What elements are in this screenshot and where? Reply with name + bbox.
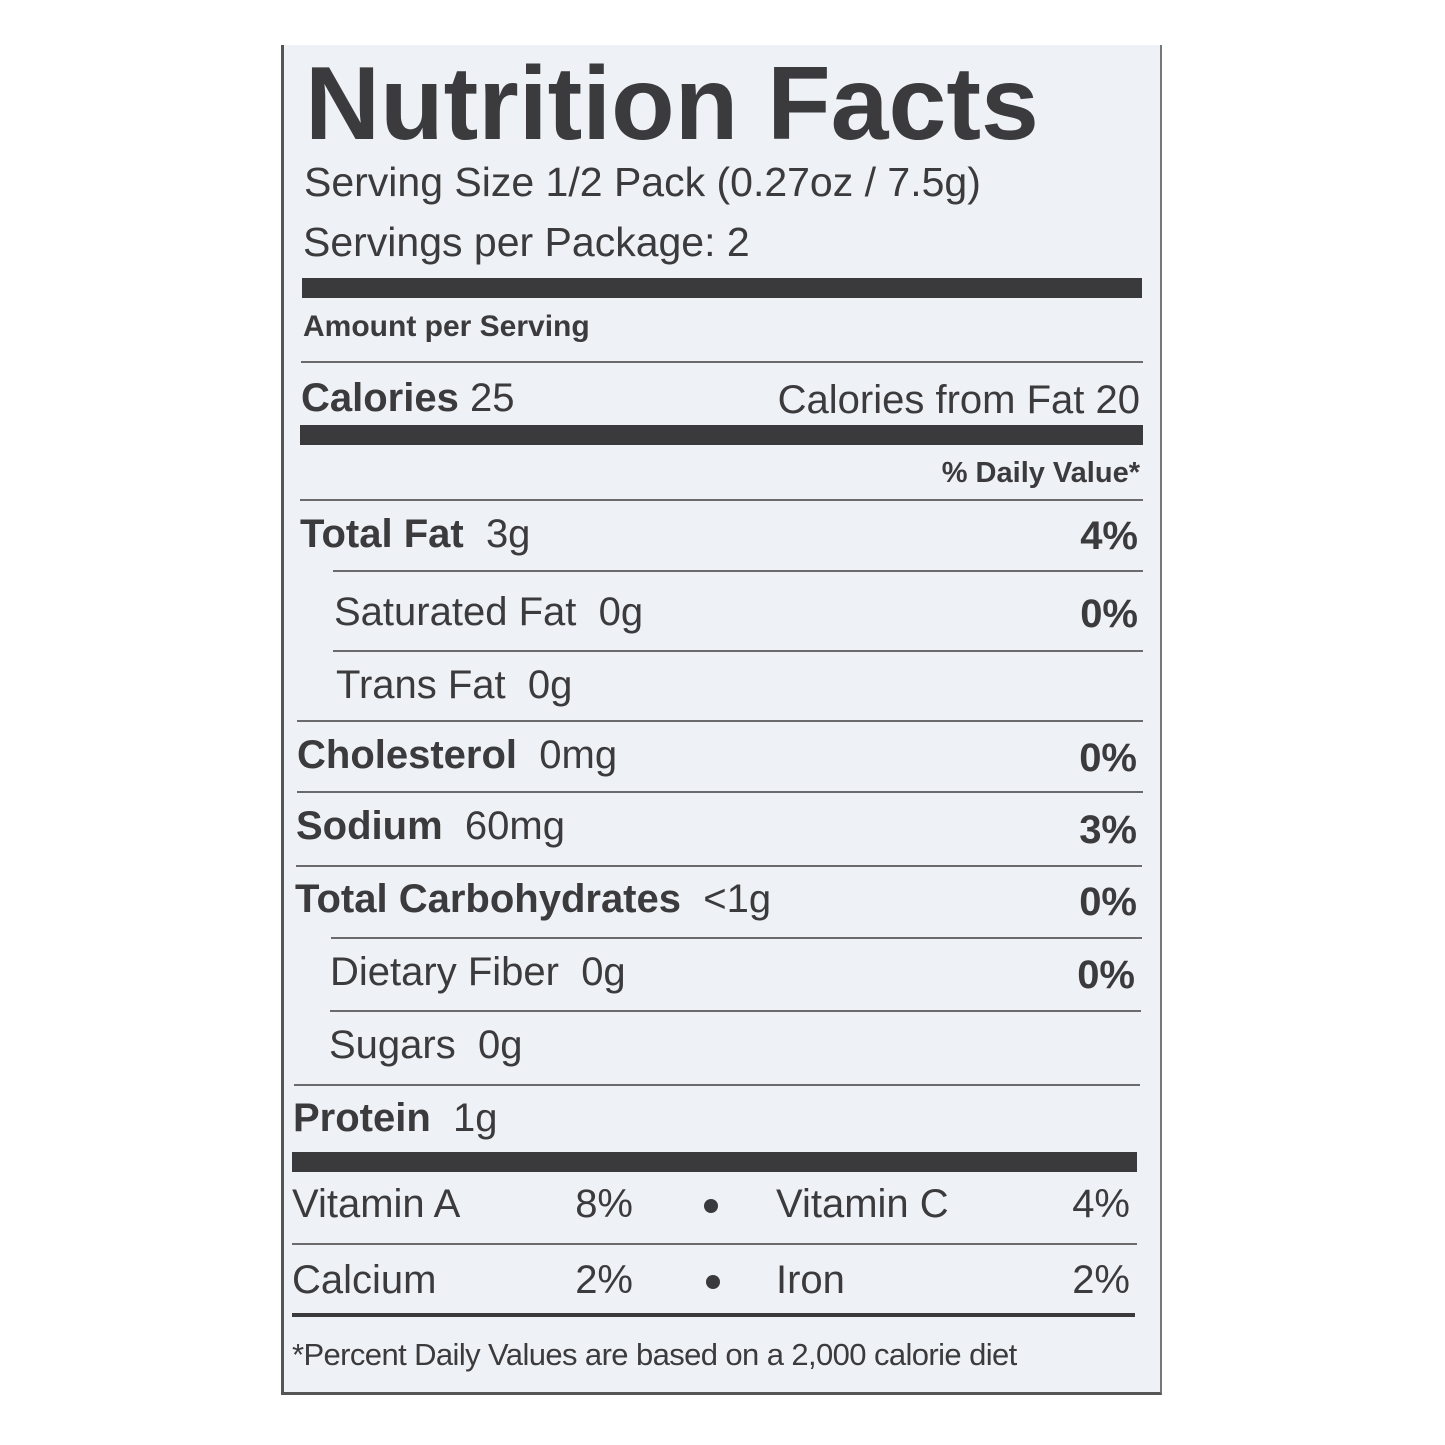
divider [297, 720, 1143, 722]
nutrient-label: Dietary Fiber [330, 950, 559, 994]
nutrient-amount: 60mg [464, 804, 565, 848]
amount-per-serving: Amount per Serving [303, 310, 590, 343]
nutrient-dv: 3% [1079, 808, 1137, 852]
vitamin-dv: 8% [575, 1182, 633, 1226]
nutrient-row: Sugars 0g [329, 1025, 522, 1065]
nutrient-label: Total Carbohydrates [295, 877, 681, 921]
nutrient-amount: 0g [598, 590, 644, 634]
divider [330, 1010, 1141, 1012]
nutrient-amount: 3g [485, 512, 531, 556]
label-title: Nutrition Facts [305, 46, 1039, 162]
servings-per-package: Servings per Package: 2 [303, 219, 750, 265]
nutrient-amount: 0mg [539, 733, 618, 777]
divider [297, 791, 1143, 793]
vitamin-label: Calcium [292, 1258, 437, 1302]
nutrient-dv: 0% [1079, 880, 1137, 924]
vitamin-dv: 2% [575, 1258, 633, 1302]
nutrient-label: Cholesterol [297, 733, 518, 777]
nutrient-row: Total Carbohydrates <1g [295, 879, 771, 919]
divider [294, 1084, 1140, 1086]
nutrient-amount: 0g [581, 950, 626, 994]
nutrient-amount: <1g [703, 877, 772, 921]
nutrient-dv: 0% [1080, 592, 1138, 636]
vitamin-label: Vitamin C [776, 1182, 949, 1226]
divider [300, 499, 1143, 501]
nutrient-row: Sodium 60mg [296, 806, 565, 846]
nutrient-dv: 0% [1077, 953, 1135, 997]
thick-divider [292, 1152, 1137, 1172]
vitamin-label: Iron [776, 1258, 845, 1302]
nutrient-label: Saturated Fat [334, 590, 577, 634]
nutrient-row: Dietary Fiber 0g [330, 952, 626, 992]
nutrient-label: Protein [293, 1096, 431, 1140]
nutrient-label: Sugars [329, 1023, 456, 1067]
divider [333, 650, 1143, 652]
vitamin-label: Vitamin A [292, 1182, 461, 1226]
divider [292, 1243, 1137, 1245]
divider [331, 937, 1142, 939]
calories-from-fat: Calories from Fat 20 [777, 378, 1140, 422]
divider [301, 361, 1143, 363]
nutrient-dv: 4% [1080, 514, 1138, 558]
nutrient-label: Sodium [296, 804, 443, 848]
nutrient-amount: 1g [453, 1096, 498, 1140]
bullet-icon [704, 1199, 718, 1213]
nutrient-label: Total Fat [300, 512, 464, 556]
bullet-icon [706, 1275, 720, 1289]
vitamin-dv: 4% [1072, 1182, 1130, 1226]
daily-value-header: % Daily Value* [941, 457, 1140, 489]
calories-label: Calories [301, 376, 459, 420]
nutrient-row: Saturated Fat 0g [334, 592, 643, 632]
calories-row: Calories 25 [301, 378, 514, 418]
nutrient-dv: 0% [1079, 736, 1137, 780]
divider [333, 570, 1143, 572]
nutrient-label: Trans Fat [336, 663, 506, 707]
nutrient-row: Total Fat 3g [300, 514, 530, 554]
serving-size: Serving Size 1/2 Pack (0.27oz / 7.5g) [304, 159, 981, 205]
footnote: *Percent Daily Values are based on a 2,0… [292, 1337, 1017, 1372]
nutrient-amount: 0g [477, 1023, 523, 1067]
thick-divider [300, 425, 1143, 445]
divider [292, 1313, 1135, 1317]
nutrient-row: Cholesterol 0mg [297, 735, 617, 775]
nutrient-row: Protein 1g [293, 1098, 498, 1138]
nutrient-amount: 0g [527, 663, 573, 707]
thick-divider [302, 278, 1142, 298]
calories-value: 25 [469, 376, 515, 420]
divider [296, 865, 1142, 867]
nutrient-row: Trans Fat 0g [336, 665, 572, 705]
vitamin-dv: 2% [1072, 1258, 1130, 1302]
